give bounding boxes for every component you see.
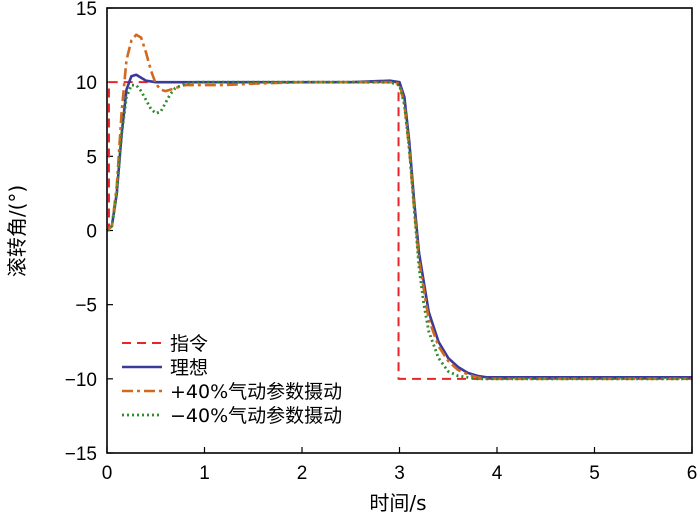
legend-label: +40%气动参数摄动 bbox=[170, 381, 342, 403]
x-tick-label: 0 bbox=[102, 463, 113, 484]
x-tick-label: 1 bbox=[199, 463, 210, 484]
legend-label: 指令 bbox=[170, 333, 208, 355]
x-tick-label: 2 bbox=[297, 463, 308, 484]
x-tick-label: 5 bbox=[589, 463, 600, 484]
plot-frame bbox=[106, 7, 693, 454]
legend-label: −40%气动参数摄动 bbox=[170, 405, 342, 427]
x-axis-label: 时间/s bbox=[369, 491, 426, 515]
y-tick-label: −15 bbox=[65, 444, 97, 465]
x-tick-label: 3 bbox=[394, 463, 405, 484]
x-tick-label: 4 bbox=[492, 463, 503, 484]
series-line-4 bbox=[106, 80, 692, 381]
y-tick-label: 5 bbox=[86, 147, 97, 168]
ticks-layer: 0 1 2 3 4 5 6 −15 −10 −5 0 5 10 15 bbox=[65, 0, 698, 484]
series-layer bbox=[106, 33, 692, 381]
y-tick-label: 10 bbox=[76, 73, 97, 94]
x-tick-label: 6 bbox=[687, 463, 698, 484]
legend-label: 理想 bbox=[170, 357, 208, 379]
y-tick-label: −5 bbox=[75, 296, 97, 317]
series-line-3 bbox=[106, 33, 692, 381]
y-tick-label: 0 bbox=[86, 222, 97, 243]
series-line-2 bbox=[106, 73, 692, 379]
y-tick-label: −10 bbox=[65, 370, 97, 391]
y-axis-label: 滚转角/(°) bbox=[5, 185, 29, 277]
y-tick-label: 15 bbox=[76, 0, 97, 20]
